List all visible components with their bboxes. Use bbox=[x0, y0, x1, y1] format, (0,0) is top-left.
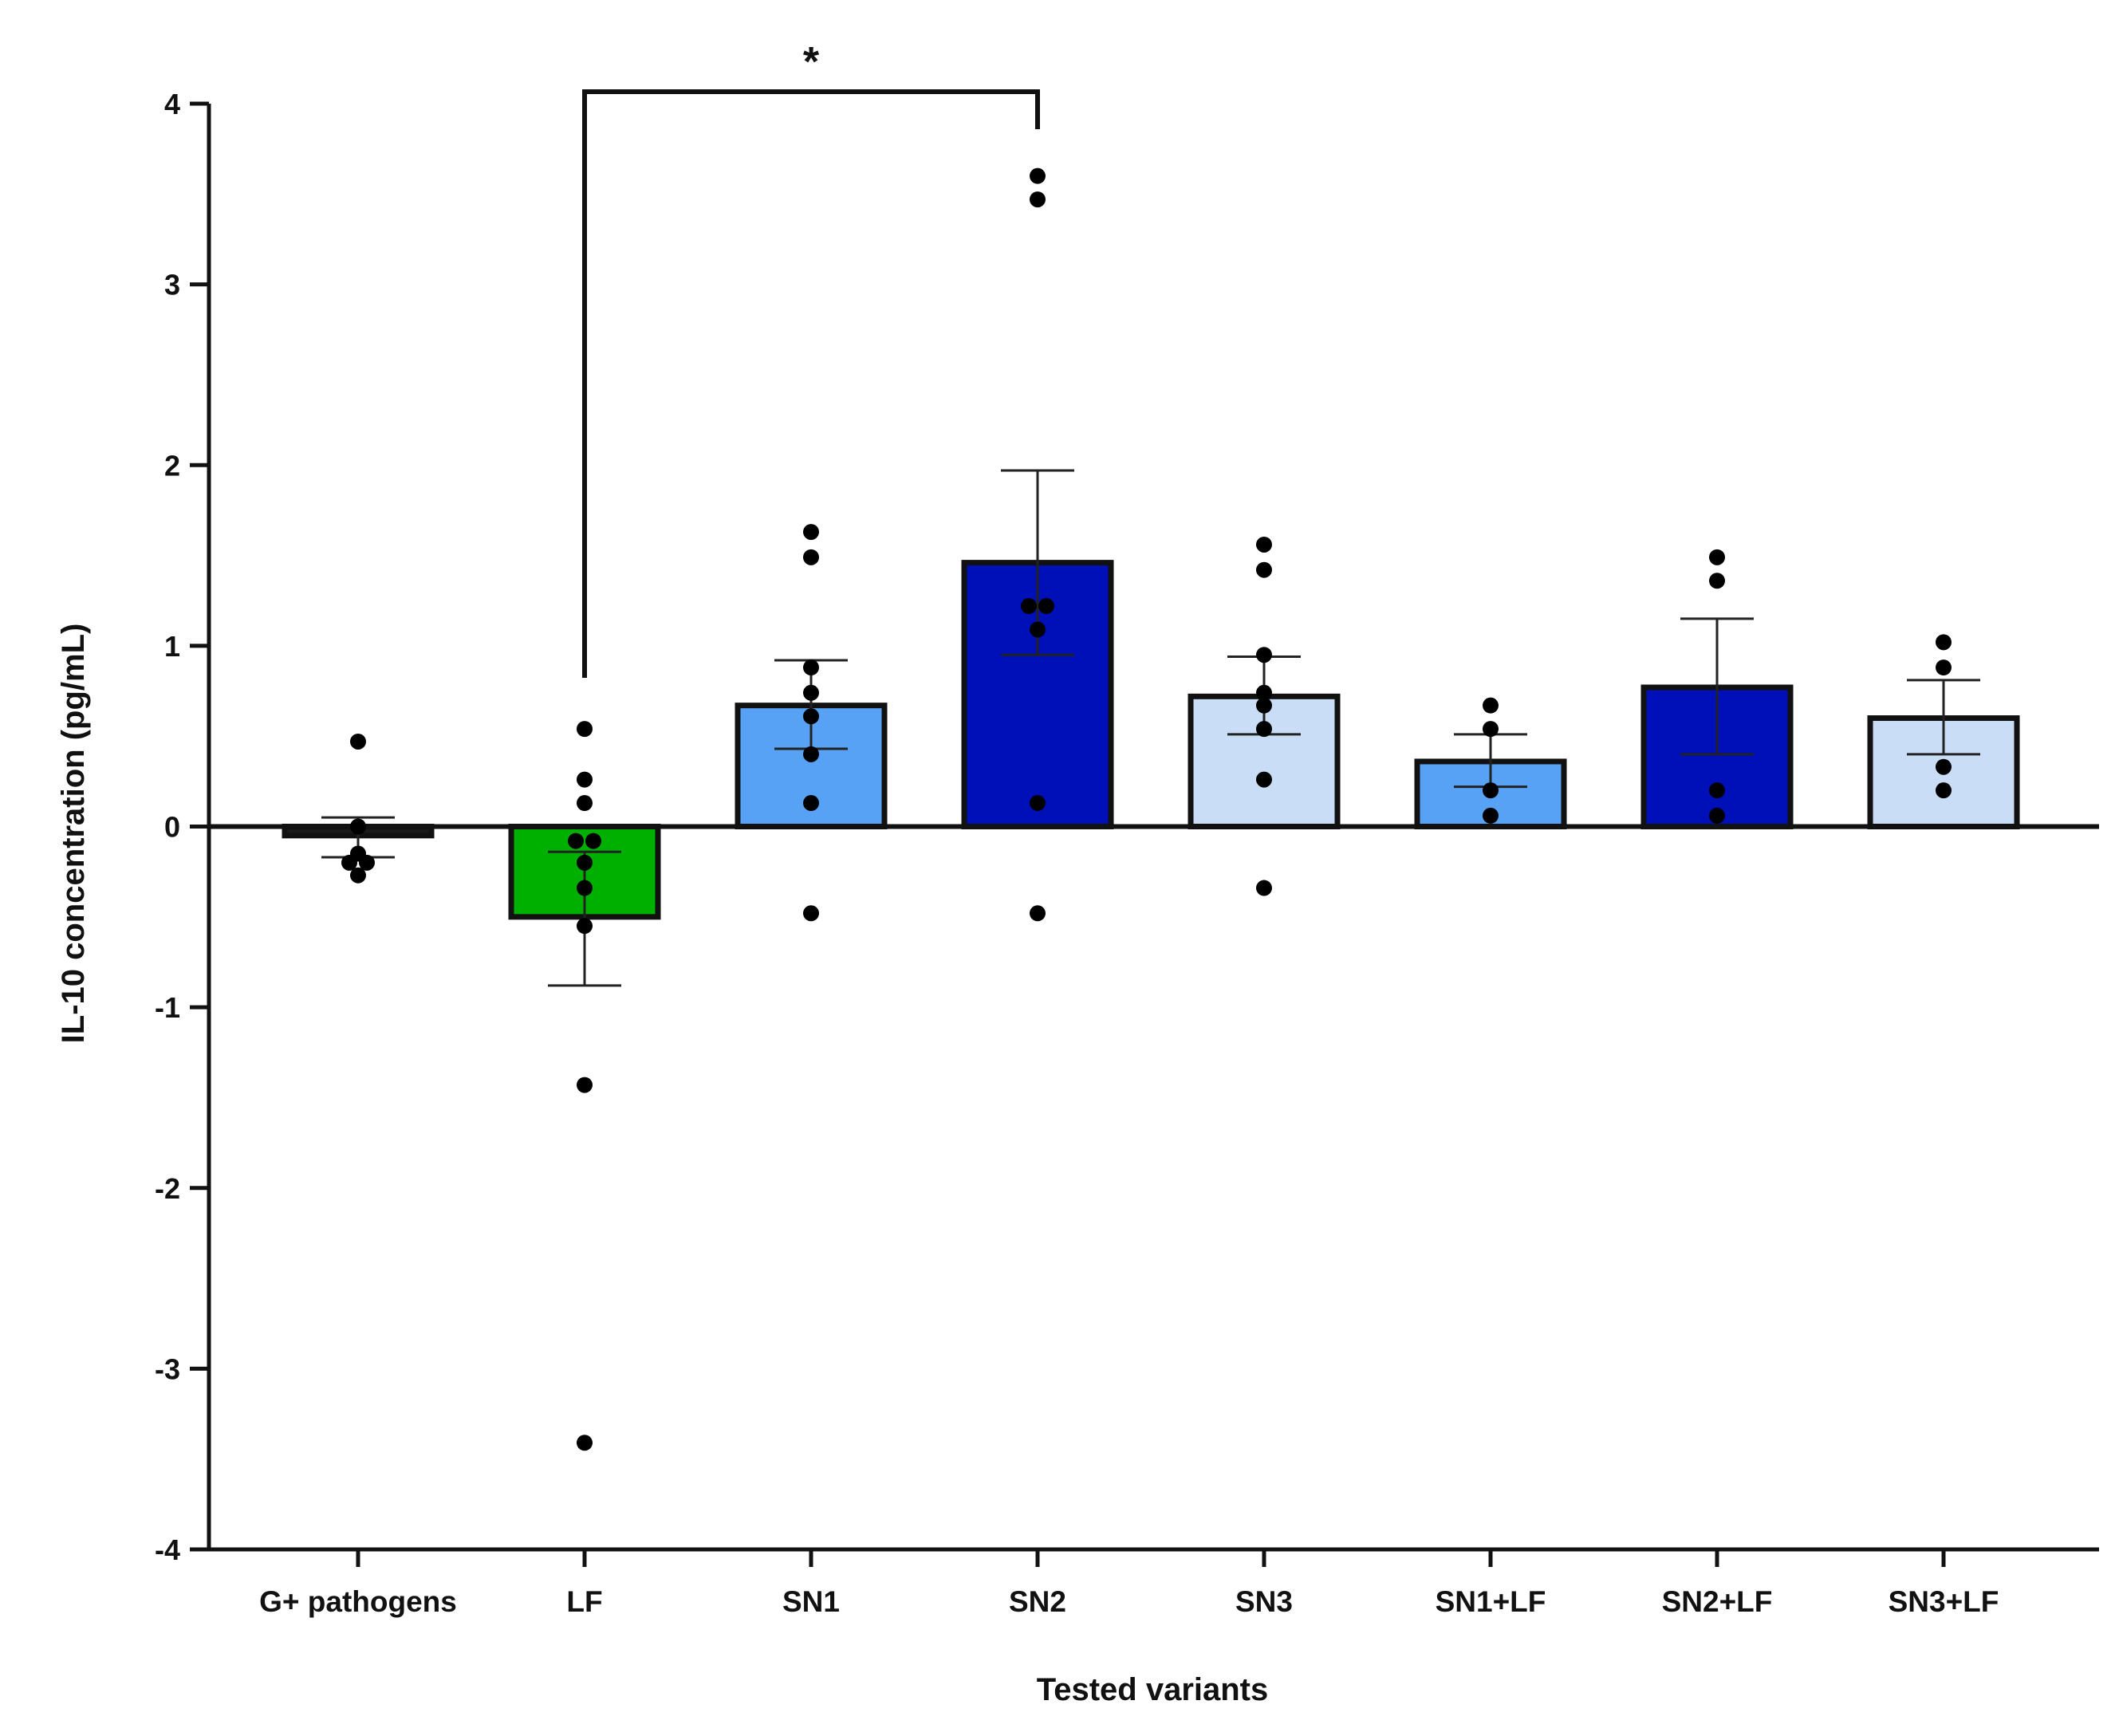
data-point bbox=[359, 854, 375, 871]
y-tick-label: -1 bbox=[155, 991, 180, 1024]
data-point bbox=[1709, 782, 1725, 799]
data-point bbox=[1256, 647, 1272, 663]
y-tick-label: 4 bbox=[164, 88, 180, 120]
data-point bbox=[1038, 598, 1054, 615]
y-tick-label: 0 bbox=[164, 811, 180, 844]
plot-area: -4 -3 -2 -1 0 1 2 3 4 G+ pathogens LF SN1 SN2 SN3 SN1+… bbox=[155, 39, 2099, 1618]
significance-bracket bbox=[582, 89, 1040, 678]
bar bbox=[961, 560, 1114, 829]
data-point bbox=[350, 733, 366, 750]
data-point bbox=[803, 684, 819, 701]
data-point bbox=[1256, 536, 1272, 553]
data-point bbox=[577, 721, 593, 738]
x-tick-label: SN1 bbox=[782, 1585, 840, 1618]
data-point bbox=[577, 795, 593, 812]
x-axis-title: Tested variants bbox=[1037, 1672, 1269, 1707]
y-tick-label: 2 bbox=[164, 449, 180, 482]
data-point bbox=[1936, 634, 1952, 651]
x-tick-label: G+ pathogens bbox=[259, 1585, 457, 1618]
data-point bbox=[1936, 758, 1952, 775]
data-point bbox=[1030, 795, 1046, 812]
data-point bbox=[803, 905, 819, 922]
data-point bbox=[1030, 167, 1046, 184]
y-tick-label: -4 bbox=[155, 1533, 180, 1566]
data-point bbox=[1256, 880, 1272, 896]
data-point bbox=[577, 918, 593, 935]
data-point bbox=[1483, 721, 1499, 738]
data-point bbox=[1030, 621, 1046, 638]
data-point bbox=[1709, 549, 1725, 565]
data-point bbox=[803, 659, 819, 676]
data-point bbox=[577, 880, 593, 896]
data-point bbox=[577, 771, 593, 788]
y-tick-label: -3 bbox=[155, 1352, 180, 1385]
x-tick-label: SN3 bbox=[1235, 1585, 1293, 1618]
data-point bbox=[1483, 782, 1499, 799]
data-point bbox=[577, 1077, 593, 1093]
data-point bbox=[1936, 782, 1952, 799]
x-tick-label: SN2+LF bbox=[1662, 1585, 1773, 1618]
data-point bbox=[350, 867, 366, 884]
data-point bbox=[1483, 697, 1499, 714]
data-point bbox=[1030, 905, 1046, 922]
data-point bbox=[577, 854, 593, 871]
data-point bbox=[1256, 697, 1272, 714]
data-point bbox=[1030, 191, 1046, 208]
y-axis-title: IL-10 concentration (pg/mL) bbox=[56, 624, 91, 1044]
data-point bbox=[1936, 659, 1952, 676]
data-point bbox=[803, 708, 819, 725]
significance-label: * bbox=[803, 39, 820, 85]
data-point bbox=[1483, 807, 1499, 824]
x-tick-label: SN3+LF bbox=[1889, 1585, 1999, 1618]
y-tick-label: 1 bbox=[164, 630, 180, 663]
data-point bbox=[803, 549, 819, 565]
data-point bbox=[1021, 598, 1037, 615]
data-point bbox=[568, 833, 584, 849]
x-tick-label: SN2 bbox=[1009, 1585, 1066, 1618]
data-point bbox=[1256, 561, 1272, 578]
data-point bbox=[585, 833, 601, 849]
data-point bbox=[1256, 721, 1272, 738]
y-tick-label: -2 bbox=[155, 1172, 180, 1205]
data-point bbox=[1709, 807, 1725, 824]
data-point bbox=[350, 818, 366, 835]
data-point bbox=[577, 1435, 593, 1451]
data-point bbox=[1256, 684, 1272, 701]
data-point bbox=[803, 524, 819, 541]
data-point bbox=[803, 795, 819, 812]
data-point bbox=[1256, 771, 1272, 788]
data-point bbox=[1709, 573, 1725, 589]
data-point bbox=[341, 854, 357, 871]
x-tick-label: SN1+LF bbox=[1436, 1585, 1546, 1618]
y-tick-label: 3 bbox=[164, 269, 180, 301]
x-tick-label: LF bbox=[566, 1585, 602, 1618]
data-point bbox=[803, 746, 819, 762]
